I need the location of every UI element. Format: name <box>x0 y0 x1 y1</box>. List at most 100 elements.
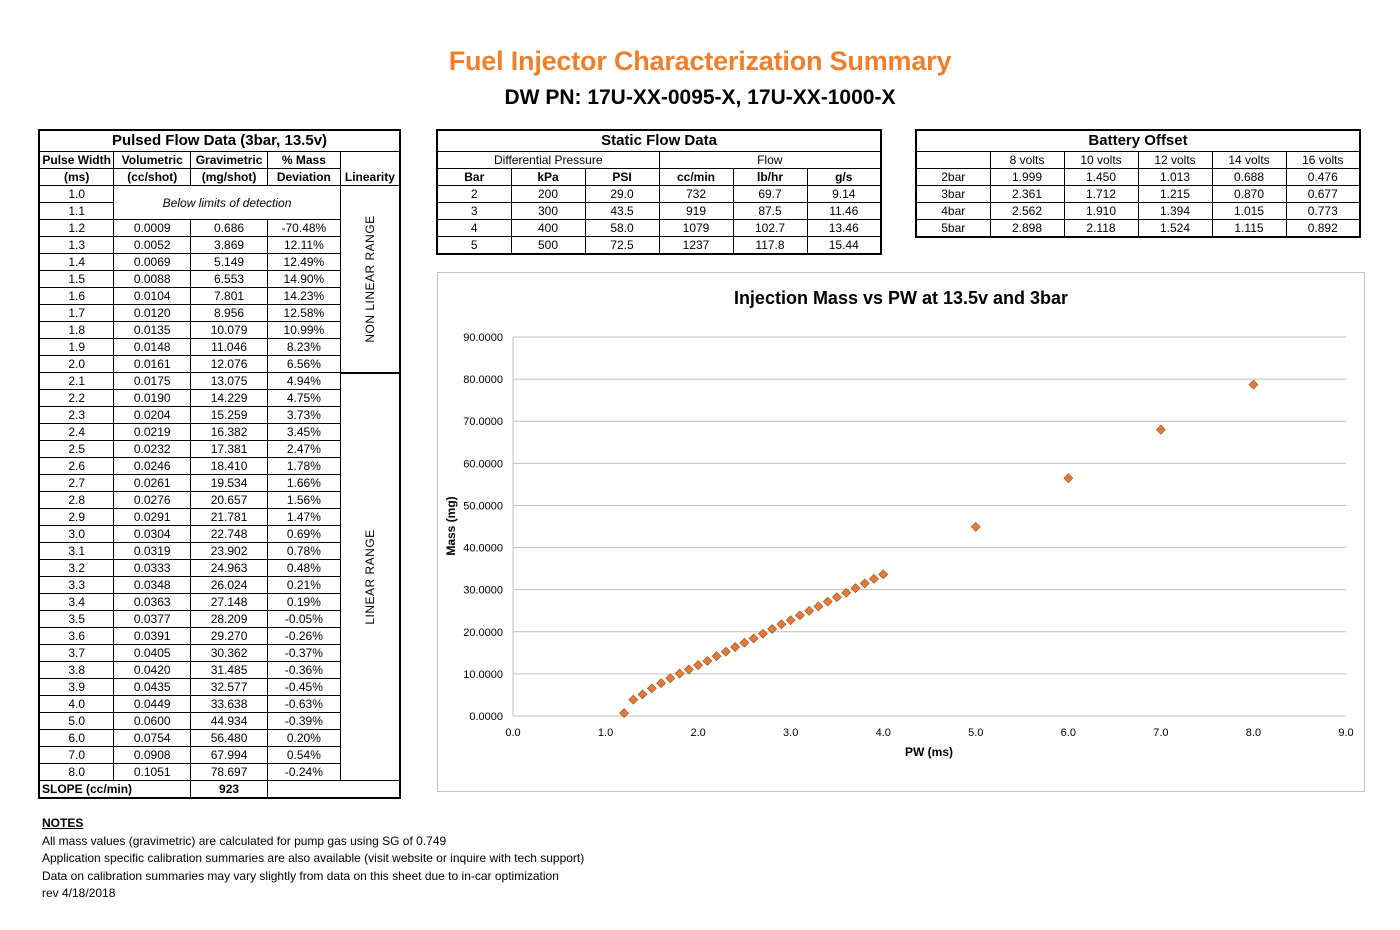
static-cell: 29.0 <box>584 185 660 203</box>
data-point <box>859 578 870 589</box>
col-header-mass-deviation: % Mass <box>266 151 341 169</box>
table-row: 8.0 0.1051 78.697 -0.24% <box>38 763 400 781</box>
group-flow: Flow <box>658 151 882 169</box>
deviation-cell: 0.20% <box>266 729 341 747</box>
y-tick-label: 20.0000 <box>463 627 503 639</box>
gravimetric-cell: 67.994 <box>190 746 268 764</box>
battery-cell: 2.898 <box>989 219 1065 238</box>
volumetric-cell: 0.0219 <box>113 423 192 441</box>
pulse-width-cell: 3.2 <box>38 559 115 577</box>
data-point <box>832 592 842 603</box>
data-point <box>619 708 629 719</box>
deviation-cell: 0.54% <box>266 746 341 764</box>
volumetric-cell: 0.0304 <box>113 525 192 543</box>
deviation-cell: 0.21% <box>266 576 341 594</box>
table-row: 1.6 0.0104 7.801 14.23% <box>38 287 400 305</box>
static-cell: 58.0 <box>584 219 660 237</box>
data-point <box>869 573 879 584</box>
x-tick-label: 1.0 <box>598 727 613 739</box>
gravimetric-cell: 21.781 <box>190 508 268 526</box>
table-row: 2.4 0.0219 16.382 3.45% <box>38 423 400 441</box>
col-unit-mass-deviation: Deviation <box>266 168 341 186</box>
y-tick-label: 10.0000 <box>463 669 503 681</box>
deviation-cell: 0.19% <box>266 593 341 611</box>
battery-cell: 5bar <box>915 219 991 238</box>
volumetric-cell: 0.0161 <box>113 355 192 373</box>
x-tick-label: 7.0 <box>1153 727 1168 739</box>
y-tick-label: 0.0000 <box>469 711 503 723</box>
deviation-cell: 1.78% <box>266 457 341 475</box>
non-linear-range-label: NON LINEAR RANGE <box>362 215 377 343</box>
pulse-width-cell: 2.7 <box>38 474 115 492</box>
data-point <box>1155 424 1166 435</box>
volumetric-cell: 0.0348 <box>113 576 192 594</box>
static-table-title: Static Flow Data <box>436 129 882 152</box>
gravimetric-cell: 8.956 <box>190 304 268 322</box>
y-tick-label: 30.0000 <box>463 585 503 597</box>
battery-cell: 1.524 <box>1137 219 1213 238</box>
gravimetric-cell: 31.485 <box>190 661 268 679</box>
data-point <box>665 673 676 684</box>
gravimetric-cell: 32.577 <box>190 678 268 696</box>
pulse-width-cell: 7.0 <box>38 746 115 764</box>
volumetric-cell: 0.0754 <box>113 729 192 747</box>
battery-col-header: 16 volts <box>1285 151 1361 169</box>
deviation-cell: 4.94% <box>266 372 341 390</box>
data-point <box>822 596 833 607</box>
data-point <box>702 656 713 666</box>
volumetric-cell: 0.0276 <box>113 491 192 509</box>
pulse-width-cell: 2.2 <box>38 389 115 407</box>
volumetric-cell: 0.0052 <box>113 236 192 254</box>
pulse-width-cell: 2.6 <box>38 457 115 475</box>
static-col-header: cc/min <box>658 168 734 186</box>
volumetric-cell: 0.0405 <box>113 644 192 662</box>
table-row: 1.7 0.0120 8.956 12.58% <box>38 304 400 322</box>
data-point <box>767 624 778 634</box>
pulse-width-cell: 1.7 <box>38 304 115 322</box>
volumetric-cell: 0.0600 <box>113 712 192 730</box>
static-cell: 87.5 <box>732 202 808 220</box>
static-col-header: PSI <box>584 168 660 186</box>
data-point <box>804 605 815 616</box>
data-point <box>1063 473 1074 484</box>
data-point <box>813 601 824 612</box>
deviation-cell: -0.36% <box>266 661 341 679</box>
static-cell: 919 <box>658 202 734 220</box>
y-tick-label: 80.0000 <box>463 374 503 386</box>
static-cell: 13.46 <box>806 219 882 237</box>
gravimetric-cell: 18.410 <box>190 457 268 475</box>
note-line: Application specific calibration summari… <box>42 851 585 865</box>
battery-cell: 4bar <box>915 202 991 220</box>
deviation-cell: -0.63% <box>266 695 341 713</box>
gravimetric-cell: 23.902 <box>190 542 268 560</box>
revision-date: rev 4/18/2018 <box>42 886 116 900</box>
pulse-width-cell: 3.8 <box>38 661 115 679</box>
table-row: 2.1 0.0175 13.075 4.94% LINEAR RANGE <box>38 371 401 781</box>
col-header-gravimetric: Gravimetric <box>190 151 268 169</box>
data-point <box>674 668 685 679</box>
battery-cell: 2.562 <box>989 202 1065 220</box>
deviation-cell: 8.23% <box>266 338 341 356</box>
deviation-cell: 1.47% <box>266 508 341 526</box>
table-row: 2 200 29.0 732 69.7 9.14 <box>436 185 882 203</box>
gravimetric-cell: 11.046 <box>190 338 268 356</box>
gravimetric-cell: 30.362 <box>190 644 268 662</box>
volumetric-cell: 0.0204 <box>113 406 192 424</box>
y-tick-label: 90.0000 <box>463 332 503 344</box>
volumetric-cell: 0.0120 <box>113 304 192 322</box>
data-point <box>1248 379 1259 390</box>
battery-cell: 0.677 <box>1285 185 1361 203</box>
table-row: 3 300 43.5 919 87.5 11.46 <box>436 202 882 220</box>
table-row: 5.0 0.0600 44.934 -0.39% <box>38 712 400 730</box>
table-row: 1.4 0.0069 5.149 12.49% <box>38 253 400 271</box>
battery-table-title: Battery Offset <box>915 129 1361 152</box>
deviation-cell: 0.69% <box>266 525 341 543</box>
x-tick-label: 2.0 <box>690 727 705 739</box>
deviation-cell: -70.48% <box>266 219 341 237</box>
col-header-linearity: Linearity <box>339 151 401 186</box>
volumetric-cell: 0.0246 <box>113 457 192 475</box>
deviation-cell: 12.49% <box>266 253 341 271</box>
deviation-cell: 10.99% <box>266 321 341 339</box>
data-point <box>693 660 704 671</box>
pulse-width-cell: 1.0 <box>38 185 115 203</box>
